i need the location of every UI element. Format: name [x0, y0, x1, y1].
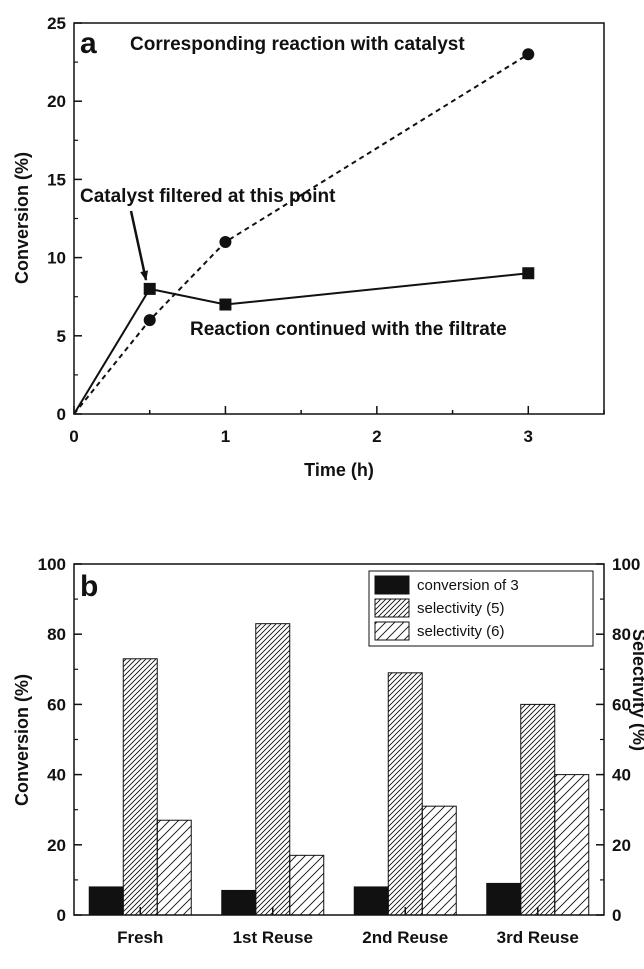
chart-a-y-tick-label: 0: [57, 405, 66, 424]
chart-a-frame: [73, 22, 605, 415]
chart-b-y2-tick-label: 60: [612, 695, 631, 714]
bar-selectivity-6-: [289, 854, 325, 916]
chart-b-panel-label: b: [80, 570, 98, 603]
bar-selectivity-6-: [156, 819, 192, 916]
chart-b-legend: conversion of 3 selectivity (5) selectivit…: [368, 570, 594, 647]
annotation-arrow: [129, 210, 148, 281]
bar-selectivity-5-: [520, 703, 556, 916]
bar-conversion-of-3: [88, 886, 124, 916]
chart-a-x-axis-label: Time (h): [304, 460, 374, 480]
bar-selectivity-5-: [255, 623, 291, 916]
chart-b-y-tick-label: 0: [57, 906, 66, 925]
annotation-filtrate-reaction: Reaction continued with the filtrate: [190, 319, 507, 340]
chart-b-x-tick-label: 1st Reuse: [233, 928, 313, 947]
series-2-point: [522, 267, 535, 280]
chart-b-y-axis-label: Conversion (%): [12, 674, 32, 806]
chart-b-y-tick-label: 60: [47, 695, 66, 714]
chart-a-x-ticks: 0 1 2 3: [69, 406, 605, 446]
chart-a-y-tick-label: 25: [47, 14, 66, 33]
bar-selectivity-5-: [387, 672, 423, 916]
chart-a-y-axis-label: Conversion (%): [12, 152, 32, 284]
bar-selectivity-5-: [122, 658, 158, 916]
chart-b-y2-tick-label: 40: [612, 766, 631, 785]
chart-a-y-ticks: 0 5 10 15 20 25: [47, 14, 82, 424]
chart-a-y-tick-label: 5: [57, 327, 66, 346]
chart-a-y-tick-label: 10: [47, 249, 66, 268]
bar-selectivity-6-: [554, 774, 590, 916]
chart-a: 0 5 10 15 20 25 0 1 2 3 a Time (h) Conversion (%…: [12, 14, 605, 480]
chart-b-y2-tick-label: 20: [612, 836, 631, 855]
chart-a-y-tick-label: 20: [47, 92, 66, 111]
chart-b-y-ticks: 0 0 20 20 40 40 60 60 80 80 100 100: [38, 555, 641, 925]
bar-conversion-of-3: [221, 889, 257, 916]
chart-b-y-tick-label: 100: [38, 555, 66, 574]
chart-a-x-tick-label: 2: [372, 427, 381, 446]
chart-a-x-tick-label: 0: [69, 427, 78, 446]
chart-b-x-ticks: Fresh 1st Reuse 2nd Reuse 3rd Reuse: [117, 907, 579, 947]
chart-b-y2-tick-label: 80: [612, 625, 631, 644]
chart-a-x-tick-label: 3: [524, 427, 533, 446]
series-line-1: [73, 53, 529, 415]
chart-a-panel-label: a: [80, 27, 97, 60]
series-1-point: [143, 314, 156, 327]
chart-b-bars: [88, 623, 590, 916]
annotation-catalyst-reaction: Corresponding reaction with catalyst: [130, 34, 465, 55]
bar-conversion-of-3: [486, 882, 522, 916]
series-1-point: [219, 235, 232, 248]
chart-b-x-tick-label: Fresh: [117, 928, 163, 947]
series-line-2: [73, 272, 529, 415]
chart-b: 0 0 20 20 40 40 60 60 80 80 100 100 Fresh 1st Reuse 2…: [12, 555, 644, 947]
bar-conversion-of-3: [353, 886, 389, 916]
chart-b-y2-axis-label: Selectivity (%): [629, 629, 644, 751]
chart-b-y2-tick-label: 100: [612, 555, 640, 574]
chart-b-x-tick-label: 2nd Reuse: [362, 928, 448, 947]
legend-label: conversion of 3: [417, 577, 519, 594]
legend-label: selectivity (6): [417, 623, 505, 640]
chart-a-x-tick-label: 1: [221, 427, 230, 446]
chart-b-y-tick-label: 40: [47, 766, 66, 785]
legend-swatch: [374, 598, 410, 618]
series-2-point: [219, 298, 232, 311]
legend-swatch: [374, 575, 410, 595]
chart-a-series: [73, 48, 535, 415]
legend-swatch: [374, 621, 410, 641]
series-1-point: [522, 48, 535, 61]
annotation-catalyst-filtered: Catalyst filtered at this point: [80, 186, 336, 207]
legend-label: selectivity (5): [417, 600, 505, 617]
bar-selectivity-6-: [421, 805, 457, 916]
chart-a-y-tick-label: 15: [47, 170, 66, 189]
chart-b-x-tick-label: 3rd Reuse: [497, 928, 579, 947]
chart-b-y2-tick-label: 0: [612, 906, 621, 925]
chart-b-y-tick-label: 20: [47, 836, 66, 855]
chart-b-y-tick-label: 80: [47, 625, 66, 644]
series-2-point: [143, 282, 156, 295]
